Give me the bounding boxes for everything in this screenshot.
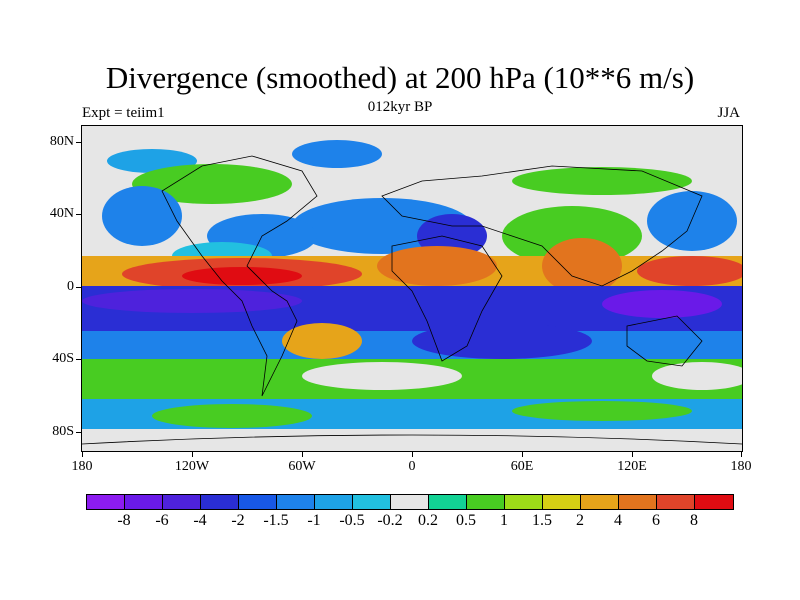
tick-mark — [632, 451, 633, 457]
colorbar-label: -1 — [307, 512, 321, 529]
y-tick-label: 40N — [49, 206, 74, 221]
colorbar-swatch — [125, 495, 163, 509]
colorbar-label: 2 — [576, 512, 584, 529]
y-tick-label: 80N — [49, 134, 74, 149]
y-tick-label: 0 — [67, 279, 74, 294]
colorbar-label: 0.2 — [418, 512, 438, 529]
colorbar-swatch — [201, 495, 239, 509]
colorbar-swatch — [657, 495, 695, 509]
field-patch — [412, 323, 592, 359]
map-canvas — [82, 126, 742, 451]
field-patch — [182, 267, 302, 285]
colorbar-label: -4 — [193, 512, 207, 529]
field-patch — [652, 362, 742, 390]
x-tick-label: 0 — [408, 459, 416, 474]
tick-mark — [76, 287, 82, 288]
divergence-map — [81, 125, 743, 452]
colorbar-label: -6 — [155, 512, 169, 529]
colorbar-label: -8 — [117, 512, 131, 529]
colorbar-label: -0.5 — [339, 512, 365, 529]
tick-mark — [76, 142, 82, 143]
americas-outline — [161, 155, 318, 397]
field-patch — [647, 191, 737, 251]
tick-mark — [412, 451, 413, 457]
colorbar-swatch — [695, 495, 733, 509]
colorbar-swatch — [239, 495, 277, 509]
colorbar-label: -2 — [231, 512, 245, 529]
colorbar-label: 6 — [652, 512, 660, 529]
eurasia-outline — [381, 165, 703, 287]
colorbar-swatch — [543, 495, 581, 509]
x-tick-label: 120W — [174, 459, 210, 474]
field-patch — [512, 401, 692, 421]
colorbar-swatch — [505, 495, 543, 509]
tick-mark — [741, 451, 742, 457]
tick-mark — [82, 451, 83, 457]
continent-outlines — [82, 155, 742, 445]
x-tick-label: 180 — [730, 459, 752, 474]
field-patch — [132, 164, 292, 204]
colorbar-label: 4 — [614, 512, 622, 529]
tick-mark — [76, 432, 82, 433]
experiment-label: Expt = teiim1 — [82, 105, 165, 121]
time-label: 012kyr BP — [367, 99, 433, 115]
plot-title: Divergence (smoothed) at 200 hPa (10**6 … — [105, 60, 695, 95]
colorbar-label: -0.2 — [377, 512, 403, 529]
field-patch — [542, 238, 622, 294]
y-tick-label: 40S — [52, 351, 74, 366]
x-tick-label: 120E — [617, 459, 647, 474]
field-patch — [292, 140, 382, 168]
tick-mark — [192, 451, 193, 457]
colorbar — [86, 494, 734, 510]
field-patch — [377, 246, 497, 286]
tick-mark — [302, 451, 303, 457]
tick-mark — [76, 359, 82, 360]
colorbar-swatch — [619, 495, 657, 509]
field-patch — [302, 362, 462, 390]
colorbar-swatch — [467, 495, 505, 509]
colorbar-label: -1.5 — [263, 512, 289, 529]
antarctica-outline — [82, 434, 742, 445]
colorbar-swatch — [277, 495, 315, 509]
colorbar-label: 1.5 — [532, 512, 552, 529]
x-tick-label: 60E — [510, 459, 534, 474]
field-band — [82, 331, 742, 359]
x-tick-label: 60W — [288, 459, 316, 474]
field-patch — [82, 289, 302, 313]
season-label: JJA — [717, 105, 740, 121]
colorbar-swatch — [87, 495, 125, 509]
colorbar-swatch — [391, 495, 429, 509]
x-tick-label: 180 — [71, 459, 93, 474]
field-patch — [102, 186, 182, 246]
colorbar-label: 0.5 — [456, 512, 476, 529]
field-patch — [512, 167, 692, 195]
colorbar-swatch — [429, 495, 467, 509]
colorbar-label: 1 — [500, 512, 508, 529]
tick-mark — [76, 214, 82, 215]
tick-mark — [522, 451, 523, 457]
field-band — [82, 429, 742, 451]
field-patch — [282, 323, 362, 359]
colorbar-label: 8 — [690, 512, 698, 529]
africa-outline — [391, 235, 503, 362]
colorbar-swatch — [163, 495, 201, 509]
colorbar-swatch — [353, 495, 391, 509]
field-patch — [152, 404, 312, 428]
australia-outline — [626, 315, 703, 367]
colorbar-swatch — [581, 495, 619, 509]
y-tick-label: 80S — [52, 424, 74, 439]
colorbar-swatch — [315, 495, 353, 509]
divergence-field — [82, 140, 742, 451]
field-patch — [602, 290, 722, 318]
field-patch — [637, 256, 742, 286]
